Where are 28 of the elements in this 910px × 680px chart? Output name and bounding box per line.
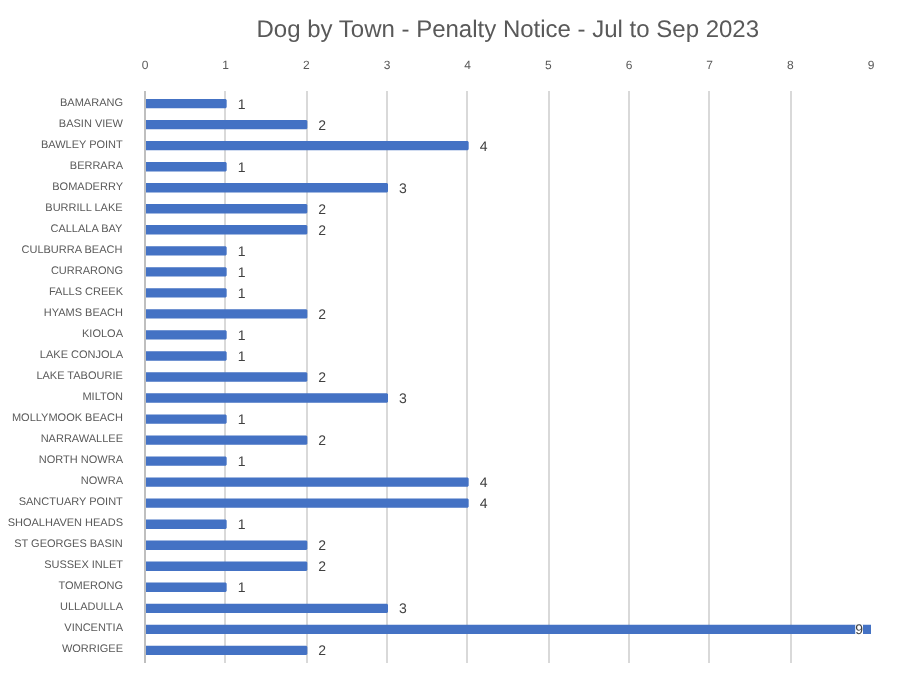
bar bbox=[145, 309, 308, 319]
bar bbox=[145, 498, 469, 508]
bar bbox=[145, 119, 308, 130]
chart-title: Dog by Town - Penalty Notice - Jul to Sep 2023 bbox=[256, 15, 760, 43]
bar bbox=[145, 351, 227, 361]
bar bbox=[145, 561, 308, 571]
bar bbox=[145, 393, 388, 403]
bar bbox=[145, 288, 227, 298]
bar bbox=[145, 435, 308, 445]
bar bbox=[145, 477, 469, 487]
bar bbox=[145, 141, 469, 151]
bar bbox=[145, 372, 308, 382]
bar bbox=[145, 246, 227, 256]
bar bbox=[145, 162, 227, 172]
bar bbox=[145, 183, 388, 193]
bar bbox=[145, 456, 227, 466]
bar bbox=[145, 204, 308, 214]
bar bbox=[145, 98, 227, 109]
bar bbox=[145, 582, 227, 592]
bar bbox=[145, 330, 227, 340]
bar bbox=[145, 414, 227, 424]
bar bbox=[145, 645, 308, 656]
bar bbox=[145, 519, 227, 529]
bar bbox=[145, 267, 227, 277]
bar bbox=[145, 603, 388, 613]
bar bbox=[145, 624, 871, 635]
bar bbox=[145, 540, 308, 550]
bar bbox=[145, 225, 308, 235]
